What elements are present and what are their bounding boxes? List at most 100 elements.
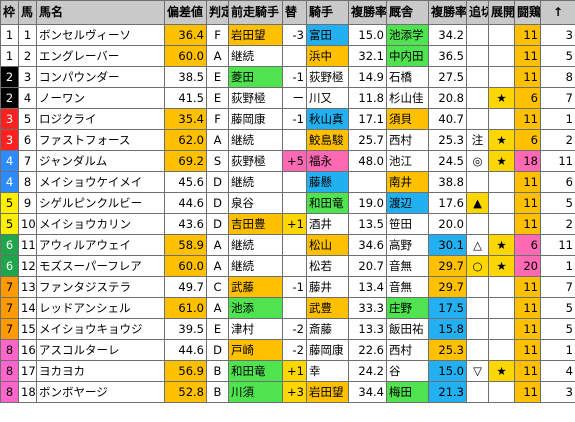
header-cell[interactable]: ↑: [540, 0, 575, 25]
rank-cell: 7: [540, 87, 575, 109]
jockey-cell: 富田: [306, 24, 349, 46]
header-cell[interactable]: 厩舎: [386, 0, 429, 25]
score-cell: 52.8: [164, 381, 207, 403]
table-row[interactable]: 7 15 メイショウキョウジ 39.5 E 津村 -2 斎藤 13.3 飯田祐 15.8 11 5: [0, 318, 575, 340]
header-cell[interactable]: 偏差値: [164, 0, 207, 25]
grade-cell: S: [206, 150, 229, 172]
training-mark-cell: [466, 276, 489, 298]
waku-cell: 3: [0, 129, 19, 151]
horse-name-cell: ファストフォース: [36, 129, 165, 151]
training-mark-cell: [466, 381, 489, 403]
pace-mark-cell: ★: [488, 87, 515, 109]
table-row[interactable]: 8 18 ボンボヤージ 52.8 B 川須 +3 岩田望 34.4 梅田 21.3 11 3: [0, 381, 575, 403]
header-cell[interactable]: 枠: [0, 0, 19, 25]
table-row[interactable]: 5 10 メイショウカリン 43.6 D 吉田豊 +1 酒井 13.5 笹田 20.0 11 2: [0, 213, 575, 235]
header-cell[interactable]: 闘鶏: [514, 0, 541, 25]
trainer-rate-cell: 38.8: [428, 171, 467, 193]
table-row[interactable]: 2 4 ノーワン 41.5 E 荻野極ー川又 11.8 杉山佳 20.8 ★ 6 7: [0, 87, 575, 109]
rank-cell: 3: [540, 381, 575, 403]
header-cell[interactable]: 替: [282, 0, 307, 25]
rank-cell: 1: [540, 108, 575, 130]
rank-cell: 1: [540, 255, 575, 277]
table-row[interactable]: 1 2 エングレーバー 60.0 A 継続 浜中 32.1 中内田 36.5 11 5: [0, 45, 575, 67]
jockey-cell: 浜中: [306, 45, 349, 67]
grade-cell: D: [206, 192, 229, 214]
trainer-cell: 西村: [386, 339, 429, 361]
table-row[interactable]: 8 17 ヨカヨカ 56.9 B 和田竜 +1 幸 24.2 谷 15.0 ▽ ★ 11 4: [0, 360, 575, 382]
header-cell[interactable]: 騎手: [306, 0, 349, 25]
trainer-cell: 池江: [386, 150, 429, 172]
jockey-cell: 和田竜: [306, 192, 349, 214]
prev-jockey-cell: 池添: [228, 297, 283, 319]
waku-cell: 1: [0, 45, 19, 67]
score-cell: 39.5: [164, 318, 207, 340]
horse-number-cell: 16: [18, 339, 37, 361]
score-cell: 35.4: [164, 108, 207, 130]
pace-mark-cell: ★: [488, 234, 515, 256]
rank-cell: 6: [540, 171, 575, 193]
prev-jockey-cell: 和田竜: [228, 360, 283, 382]
prev-jockey-cell: 武藤: [228, 276, 283, 298]
grade-cell: F: [206, 108, 229, 130]
training-mark-cell: [466, 339, 489, 361]
waku-cell: 8: [0, 381, 19, 403]
trainer-rate-cell: 21.3: [428, 381, 467, 403]
value-cell: 11: [514, 339, 541, 361]
pace-mark-cell: ★: [488, 255, 515, 277]
grade-cell: B: [206, 360, 229, 382]
waku-cell: 4: [0, 150, 19, 172]
trainer-cell: 石橋: [386, 66, 429, 88]
grade-cell: C: [206, 276, 229, 298]
change-cell: -3: [282, 24, 307, 46]
score-cell: 43.6: [164, 213, 207, 235]
prev-jockey-cell: 継続: [228, 129, 283, 151]
trainer-cell: 中内田: [386, 45, 429, 67]
value-cell: 6: [514, 87, 541, 109]
table-row[interactable]: 8 16 アスコルターレ 44.6 D 戸崎 -2 藤岡康 22.6 西村 25.3 11 1: [0, 339, 575, 361]
grade-cell: A: [206, 255, 229, 277]
prev-jockey-cell: 継続: [228, 171, 283, 193]
header-row: 枠馬馬名偏差値判定前走騎手替騎手複勝率厩舎複勝率追切展開闘鶏↑: [0, 0, 575, 25]
prev-jockey-cell: 津村: [228, 318, 283, 340]
header-cell[interactable]: 追切: [466, 0, 489, 25]
table-row[interactable]: 3 6 ファストフォース 62.0 A 継続 鮫島駿 25.7 西村 25.3 注 ★ 6 2: [0, 129, 575, 151]
jockey-cell: 鮫島駿: [306, 129, 349, 151]
table-row[interactable]: 6 12 モズスーパーフレア 60.0 A 継続 松若 20.7 音無 29.7 ○ ★ 20 1: [0, 255, 575, 277]
horse-number-cell: 1: [18, 24, 37, 46]
trainer-rate-cell: 25.3: [428, 129, 467, 151]
table-row[interactable]: 2 3 コンパウンダー 38.5 E 菱田 -1 荻野極 14.9 石橋 27.5 11 8: [0, 66, 575, 88]
score-cell: 61.0: [164, 297, 207, 319]
header-cell[interactable]: 展開: [488, 0, 515, 25]
jockey-rate-cell: 15.0: [348, 24, 387, 46]
pace-mark-cell: [488, 66, 515, 88]
header-cell[interactable]: 判定: [206, 0, 229, 25]
table-row[interactable]: 6 11 アウィルアウェイ 58.9 A 継続 松山 34.6 高野 30.1 △ ★ 6 11: [0, 234, 575, 256]
table-row[interactable]: 7 14 レッドアンシェル 61.0 A 池添 武豊 33.3 庄野 17.5 11 5: [0, 297, 575, 319]
table-row[interactable]: 4 7 ジャンダルム 69.2 S 荻野極 +5 福永 48.0 池江 24.5 ◎ ★ 18 11: [0, 150, 575, 172]
pace-mark-cell: ★: [488, 360, 515, 382]
table-row[interactable]: 7 13 ファンタジステラ 49.7 C 武藤 -1 藤井 13.4 音無 29.7 11 7: [0, 276, 575, 298]
score-cell: 44.6: [164, 339, 207, 361]
horse-name-cell: メイショウケイメイ: [36, 171, 165, 193]
score-cell: 49.7: [164, 276, 207, 298]
trainer-rate-cell: 25.3: [428, 339, 467, 361]
waku-cell: 3: [0, 108, 19, 130]
table-row[interactable]: 4 8 メイショウケイメイ 45.6 D 継続 藤懸 南井 38.8 11 6: [0, 171, 575, 193]
header-cell[interactable]: 複勝率: [428, 0, 467, 25]
table-row[interactable]: 3 5 ロジクライ 35.4 F 藤岡康 -1 秋山真 17.1 須貝 40.7 11 1: [0, 108, 575, 130]
race-table: 枠馬馬名偏差値判定前走騎手替騎手複勝率厩舎複勝率追切展開闘鶏↑ 11ボンセルヴィ…: [0, 0, 575, 403]
table-row[interactable]: 1 1 ボンセルヴィーソ 36.4 F 岩田望 -3 富田 15.0 池添学 34.2 11 3: [0, 24, 575, 46]
horse-number-cell: 2: [18, 45, 37, 67]
value-cell: 11: [514, 297, 541, 319]
waku-cell: 8: [0, 339, 19, 361]
header-cell[interactable]: 複勝率: [348, 0, 387, 25]
horse-number-cell: 18: [18, 381, 37, 403]
header-cell[interactable]: 馬名: [36, 0, 165, 25]
table-row[interactable]: 5 9 シゲルピンクルビー 44.6 D 泉谷 和田竜 19.0 渡辺 17.6 ▲ 11 5: [0, 192, 575, 214]
value-cell: 11: [514, 192, 541, 214]
horse-name-cell: ロジクライ: [36, 108, 165, 130]
waku-cell: 2: [0, 87, 19, 109]
header-cell[interactable]: 前走騎手: [228, 0, 283, 25]
header-cell[interactable]: 馬: [18, 0, 37, 25]
training-mark-cell: [466, 66, 489, 88]
